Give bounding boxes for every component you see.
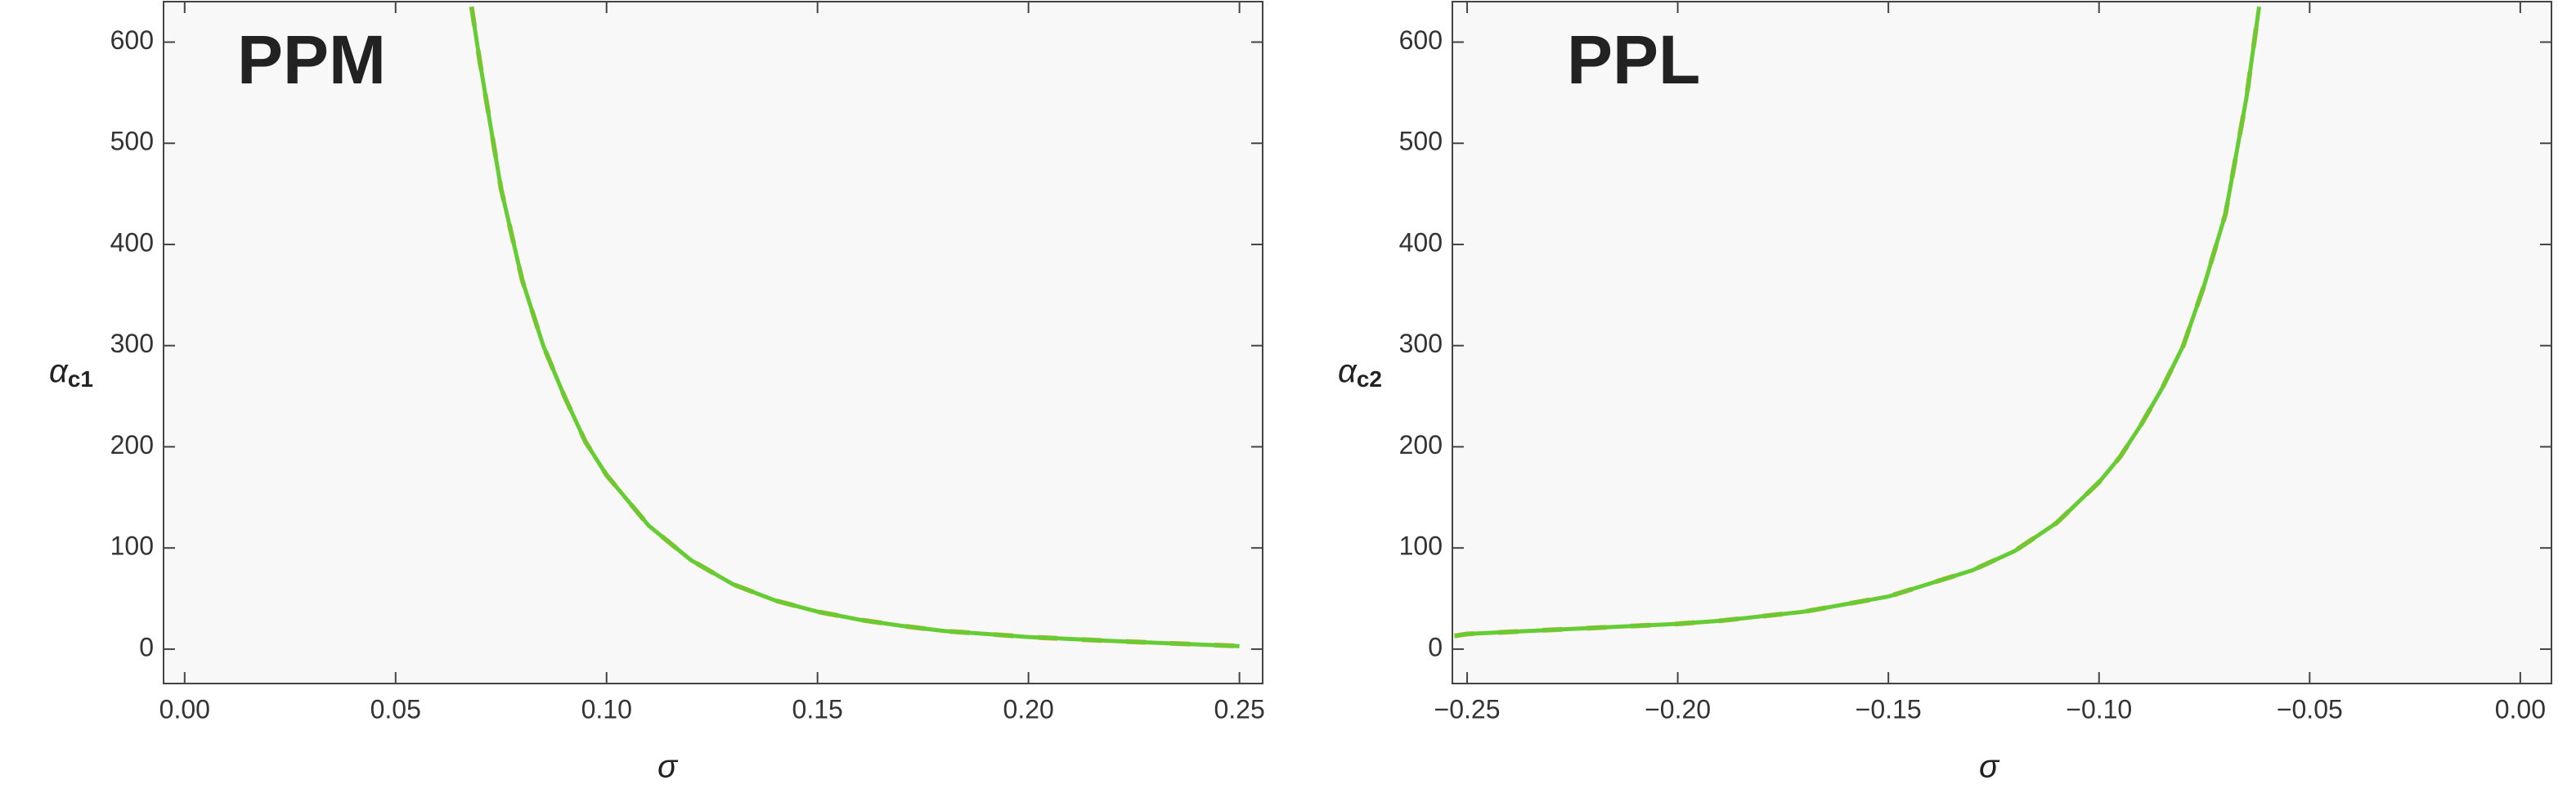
y-label-subscript: c1 — [68, 366, 93, 392]
y-tick-label: 100 — [110, 531, 154, 561]
y-label-symbol: α — [49, 353, 69, 389]
y-tick-label: 200 — [110, 430, 154, 460]
y-tick-label: 400 — [110, 227, 154, 257]
y-tick-label: 500 — [110, 127, 154, 156]
y-tick-label: 400 — [1399, 227, 1443, 257]
y-tick-label: 300 — [1399, 329, 1443, 358]
annotation: PPL — [1567, 21, 1700, 98]
panel: 0 100 200 300 400 500 600 0.00 0.05 0.10 0.15 0.20 0… — [49, 1, 1265, 785]
y-tick-label: 500 — [1399, 127, 1443, 156]
x-tick-label: 0.00 — [159, 694, 210, 724]
panel: 0 100 200 300 400 500 600 −0.25 −0.20 −0.15 −0.10 −… — [1338, 1, 2552, 785]
annotation: PPM — [237, 21, 386, 98]
plot-frame — [163, 1, 1263, 684]
x-tick-label: −0.20 — [1645, 694, 1711, 724]
y-tick-label: 300 — [110, 329, 154, 358]
curve — [1454, 6, 2261, 639]
x-axis-label: σ — [1979, 749, 2000, 785]
x-tick-label: −0.25 — [1434, 694, 1501, 724]
y-tick-label: 600 — [1399, 25, 1443, 55]
y-label-symbol: α — [1338, 353, 1358, 389]
y-tick-label: 600 — [110, 25, 154, 55]
x-axis-label: σ — [657, 749, 679, 785]
y-tick-label: 100 — [1399, 531, 1443, 561]
x-tick-label: −0.15 — [1856, 694, 1922, 724]
y-axis-label: αc1 — [49, 353, 93, 392]
x-tick-label: −0.10 — [2066, 694, 2132, 724]
plot-frame — [1452, 1, 2552, 684]
y-axis-label: αc2 — [1338, 353, 1382, 392]
y-tick-label: 0 — [1428, 632, 1443, 661]
x-tick-label: 0.05 — [370, 694, 421, 724]
y-tick-label: 200 — [1399, 430, 1443, 460]
y-tick-label: 0 — [139, 632, 154, 661]
x-tick-label: 0.10 — [581, 694, 632, 724]
y-label-subscript: c2 — [1357, 366, 1382, 392]
curve — [469, 6, 1240, 648]
x-tick-label: 0.00 — [2495, 694, 2546, 724]
x-tick-label: 0.15 — [792, 694, 843, 724]
x-tick-label: 0.20 — [1003, 694, 1054, 724]
x-tick-label: −0.05 — [2277, 694, 2343, 724]
x-tick-label: 0.25 — [1214, 694, 1264, 724]
